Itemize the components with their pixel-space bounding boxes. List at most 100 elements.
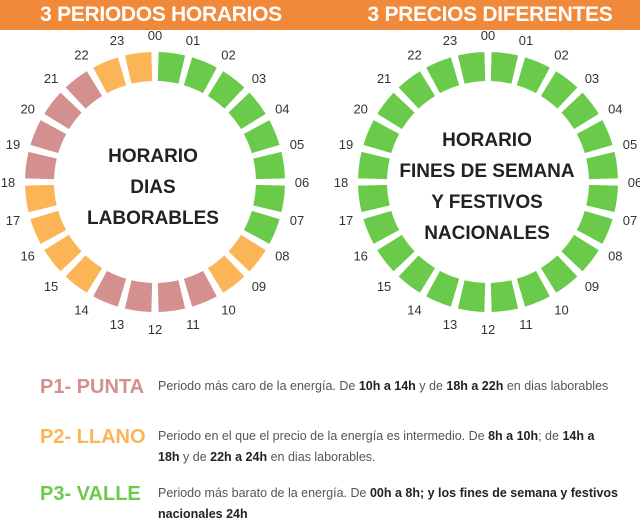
hour-label: 22 — [74, 48, 88, 63]
hour-label: 04 — [608, 102, 622, 117]
hour-label: 07 — [290, 213, 304, 228]
center-line: HORARIO — [108, 146, 198, 167]
hour-label: 08 — [275, 249, 289, 264]
hour-segment-01 — [183, 57, 217, 94]
hour-label: 06 — [295, 175, 309, 190]
center-label-dias-laborables: HORARIO DIAS LABORABLES — [62, 141, 244, 234]
hour-label: 04 — [275, 102, 289, 117]
hour-segment-06 — [253, 184, 285, 213]
hour-segment-03 — [228, 92, 266, 130]
hour-label: 22 — [407, 48, 421, 63]
header-title-periodos: 3 PERIODOS HORARIOS — [40, 3, 282, 26]
hour-segment-17 — [358, 184, 390, 213]
hour-segment-17 — [25, 184, 57, 213]
hour-segment-05 — [253, 151, 285, 180]
hour-label: 17 — [6, 213, 20, 228]
hour-segment-04 — [576, 120, 613, 154]
hour-label: 13 — [110, 317, 124, 332]
hour-segment-06 — [586, 184, 618, 213]
hour-segment-01 — [516, 57, 550, 94]
ring-dias-laborables: 00 01 02 03 04 05 06 07 08 09 10 11 12 13 14 15 16 17 18 19… — [1, 30, 309, 337]
hour-segment-22 — [93, 57, 127, 94]
hour-segment-23 — [124, 52, 153, 84]
hour-label: 11 — [519, 317, 533, 332]
center-line: LABORABLES — [87, 208, 219, 229]
hour-label: 03 — [252, 71, 266, 86]
legend-label: P1- PUNTA — [40, 376, 145, 398]
hour-segment-18 — [358, 151, 390, 180]
header-title-precios: 3 PRECIOS DIFERENTES — [367, 3, 613, 26]
hour-label: 23 — [443, 33, 457, 48]
hour-segment-15 — [377, 234, 415, 272]
hour-label: 14 — [407, 302, 421, 317]
center-label-fines-de-semana: HORARIO FINES DE SEMANA Y FESTIVOS NACIO… — [390, 125, 584, 249]
hour-segment-19 — [30, 120, 67, 154]
hour-segment-20 — [44, 92, 82, 130]
hour-label: 02 — [554, 48, 568, 63]
hour-segment-13 — [426, 270, 460, 307]
hour-segment-19 — [363, 120, 400, 154]
hour-label: 13 — [443, 317, 457, 332]
hour-segment-21 — [398, 71, 436, 109]
hour-label: 10 — [221, 302, 235, 317]
hour-label: 19 — [6, 137, 20, 152]
hour-label: 16 — [353, 249, 367, 264]
ring-fines-de-semana: 00 01 02 03 04 05 06 07 08 09 10 11 12 13 14 15 16 17 18 19… — [334, 30, 640, 337]
hour-label: 09 — [585, 279, 599, 294]
hour-label: 01 — [519, 33, 533, 48]
hour-segment-02 — [207, 71, 245, 109]
legend-description: Periodo más caro de la energía. De 10h a… — [158, 379, 609, 393]
legend-label: P2- LLANO — [40, 426, 146, 448]
hour-segment-08 — [228, 234, 266, 272]
hour-segment-16 — [30, 210, 67, 244]
hour-segment-08 — [561, 234, 599, 272]
hour-label: 20 — [353, 102, 367, 117]
hour-label: 15 — [377, 279, 391, 294]
hour-segment-20 — [377, 92, 415, 130]
legend-description: Periodo en el que el precio de la energí… — [158, 429, 595, 464]
hour-segment-09 — [540, 255, 578, 293]
hour-label: 12 — [148, 322, 162, 337]
hour-segment-07 — [576, 210, 613, 244]
hour-segment-15 — [44, 234, 82, 272]
hour-label: 09 — [252, 279, 266, 294]
hour-segment-02 — [540, 71, 578, 109]
hour-segment-10 — [183, 270, 217, 307]
hour-label: 15 — [44, 279, 58, 294]
hour-label: 17 — [339, 213, 353, 228]
hour-label: 05 — [623, 137, 637, 152]
center-line: HORARIO — [442, 130, 532, 151]
hour-label: 16 — [20, 249, 34, 264]
hour-label: 20 — [20, 102, 34, 117]
hour-segment-18 — [25, 151, 57, 180]
hour-label: 00 — [481, 30, 495, 43]
hour-label: 07 — [623, 213, 637, 228]
hour-segment-11 — [490, 280, 519, 312]
hour-segment-14 — [398, 255, 436, 293]
hour-segment-14 — [65, 255, 103, 293]
hour-label: 11 — [186, 317, 200, 332]
hour-segment-12 — [457, 280, 486, 312]
hour-label: 19 — [339, 137, 353, 152]
hour-segment-00 — [490, 52, 519, 84]
header-band-left — [0, 0, 322, 30]
center-line: Y FESTIVOS — [431, 192, 543, 213]
hour-label: 14 — [74, 302, 88, 317]
hour-segment-05 — [586, 151, 618, 180]
hour-label: 23 — [110, 33, 124, 48]
hour-label: 03 — [585, 71, 599, 86]
hour-label: 06 — [628, 175, 640, 190]
hour-segment-07 — [243, 210, 280, 244]
hour-label: 00 — [148, 30, 162, 43]
hour-segment-00 — [157, 52, 186, 84]
hour-label: 10 — [554, 302, 568, 317]
center-line: FINES DE SEMANA — [399, 161, 575, 182]
hour-segment-04 — [243, 120, 280, 154]
hour-label: 21 — [377, 71, 391, 86]
legend-description: Periodo más barato de la energía. De 00h… — [158, 486, 618, 521]
hour-segment-21 — [65, 71, 103, 109]
hour-segment-16 — [363, 210, 400, 244]
header-band-right — [322, 0, 640, 30]
hour-segment-09 — [207, 255, 245, 293]
hour-label: 18 — [334, 175, 348, 190]
